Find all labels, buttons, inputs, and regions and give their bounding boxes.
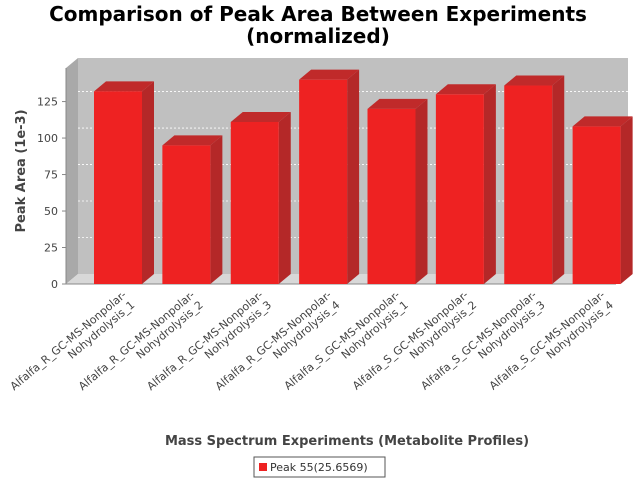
bar-front <box>230 122 279 284</box>
x-category-label: Alfalfa_S_GC-MS-Nonpolar-Nohydrolysis_2 <box>350 288 479 402</box>
bar-top <box>572 116 633 127</box>
bar-side <box>620 116 633 284</box>
bar-front <box>504 85 553 284</box>
bar-side <box>483 84 496 285</box>
chart-title-line-1: Comparison of Peak Area Between Experime… <box>49 2 587 26</box>
bar-top <box>299 69 360 80</box>
bar <box>367 98 428 284</box>
bar-front <box>94 91 142 284</box>
bars <box>94 69 633 285</box>
bar-top <box>94 81 154 92</box>
bar-front <box>162 145 211 284</box>
chart-title-line-2: (normalized) <box>246 24 390 48</box>
x-category-label: Alfalfa_R_GC-MS-Nonpolar-Nohydrolysis_4 <box>213 288 343 403</box>
y-tick-label: 0 <box>51 278 58 291</box>
bar-front <box>367 108 416 284</box>
y-tick-label: 25 <box>44 242 58 255</box>
x-category-label: Alfalfa_S_GC-MS-Nonpolar-Nohydrolysis_1 <box>282 288 411 402</box>
legend-swatch <box>259 463 267 471</box>
x-category-label: Alfalfa_R_GC-MS-Nonpolar-Nohydrolysis_2 <box>76 288 206 403</box>
bar-front <box>299 79 348 284</box>
bar-side <box>142 81 154 284</box>
legend-label: Peak 55(25.6569) <box>270 461 368 474</box>
bar-side <box>552 75 565 284</box>
bar <box>299 69 360 284</box>
x-category-label: Alfalfa_S_GC-MS-Nonpolar-Nohydrolysis_4 <box>487 288 616 402</box>
legend: Peak 55(25.6569) <box>253 456 386 478</box>
bar-top <box>367 98 428 109</box>
y-tick-label: 50 <box>44 205 58 218</box>
x-category-label-line: Alfalfa_R_GC-MS-Nonpolar- <box>8 288 129 393</box>
y-tick-label: 75 <box>44 169 58 182</box>
bar-top <box>162 135 223 146</box>
bar <box>504 75 565 284</box>
x-category-label: Alfalfa_R_GC-MS-Nonpolar-Nohydrolysis_1 <box>8 288 138 403</box>
bar <box>572 116 633 284</box>
bar-front <box>572 126 621 284</box>
bar <box>230 112 291 284</box>
bar <box>162 135 223 284</box>
y-axis-label: Peak Area (1e-3) <box>14 109 29 232</box>
bar-side <box>278 112 291 284</box>
bar-top <box>435 84 496 95</box>
bar-side <box>415 98 428 284</box>
x-category-label: Alfalfa_R_GC-MS-Nonpolar-Nohydrolysis_3 <box>144 288 274 403</box>
bar-front <box>435 94 484 285</box>
bar-side <box>210 135 223 284</box>
y-tick-label: 100 <box>37 132 58 145</box>
y-axis-ticks: 0 25 50 75 100 125 <box>37 96 66 291</box>
bar <box>94 81 154 284</box>
legend-box <box>253 456 386 478</box>
x-axis-label: Mass Spectrum Experiments (Metabolite Pr… <box>165 434 529 449</box>
x-category-label: Alfalfa_S_GC-MS-Nonpolar-Nohydrolysis_3 <box>418 288 547 402</box>
bar-top <box>230 112 291 122</box>
bar-side <box>347 69 360 284</box>
x-axis-categories: Alfalfa_R_GC-MS-Nonpolar-Nohydrolysis_1A… <box>8 288 616 403</box>
bar-top <box>504 75 565 86</box>
plot-side-wall <box>66 58 78 284</box>
y-tick-label: 125 <box>37 96 58 109</box>
bar <box>435 84 496 285</box>
